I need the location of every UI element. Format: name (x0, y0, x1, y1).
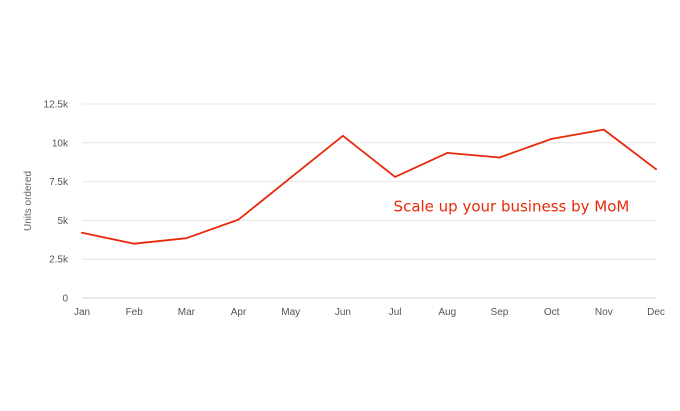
x-tick-label-mar: Mar (178, 307, 196, 318)
y-axis-title: Units ordered (23, 171, 34, 231)
data-point-nov (602, 128, 605, 131)
data-point-jul (394, 176, 396, 178)
data-point-mar (185, 237, 188, 240)
y-tick-label: 2.5k (49, 255, 69, 266)
series-layer (81, 128, 657, 245)
x-axis-ticks: Jan Feb Mar Apr May Jun Jul Aug Sep Oct Nov Dec (74, 307, 665, 318)
x-tick-label-dec: Dec (647, 307, 665, 318)
y-axis-ticks: 0 2.5k 5k 7.5k 10k 12.5k (44, 100, 69, 305)
annotation-text: Scale up your business by MoM (394, 197, 630, 215)
data-point-apr (237, 218, 240, 221)
data-point-jan (81, 231, 83, 234)
y-tick-label: 7.5k (49, 177, 69, 188)
x-tick-label-aug: Aug (438, 307, 456, 318)
series-line-0 (81, 128, 657, 245)
x-tick-label-feb: Feb (126, 307, 144, 318)
data-point-jun (342, 134, 344, 137)
x-tick-label-may: May (281, 307, 300, 318)
data-point-dec (655, 168, 657, 171)
grid-lines (82, 103, 656, 299)
data-point-oct (550, 138, 553, 140)
x-tick-label-oct: Oct (544, 307, 560, 318)
data-point-aug (446, 151, 449, 154)
y-tick-label: 5k (57, 216, 69, 227)
x-tick-label-apr: Apr (231, 307, 247, 318)
y-tick-label: 12.5k (44, 100, 69, 111)
data-point-feb (133, 242, 136, 245)
y-tick-label: 0 (62, 294, 68, 305)
x-tick-label-jan: Jan (74, 307, 90, 318)
x-tick-label-sep: Sep (491, 307, 509, 318)
x-tick-label-nov: Nov (595, 307, 613, 318)
data-point-may (289, 176, 292, 179)
annotation-layer: Scale up your business by MoM (394, 197, 630, 215)
x-tick-label-jun: Jun (335, 307, 351, 318)
data-point-sep (498, 156, 501, 159)
x-tick-label-jul: Jul (389, 307, 402, 318)
y-tick-label: 10k (52, 138, 69, 149)
